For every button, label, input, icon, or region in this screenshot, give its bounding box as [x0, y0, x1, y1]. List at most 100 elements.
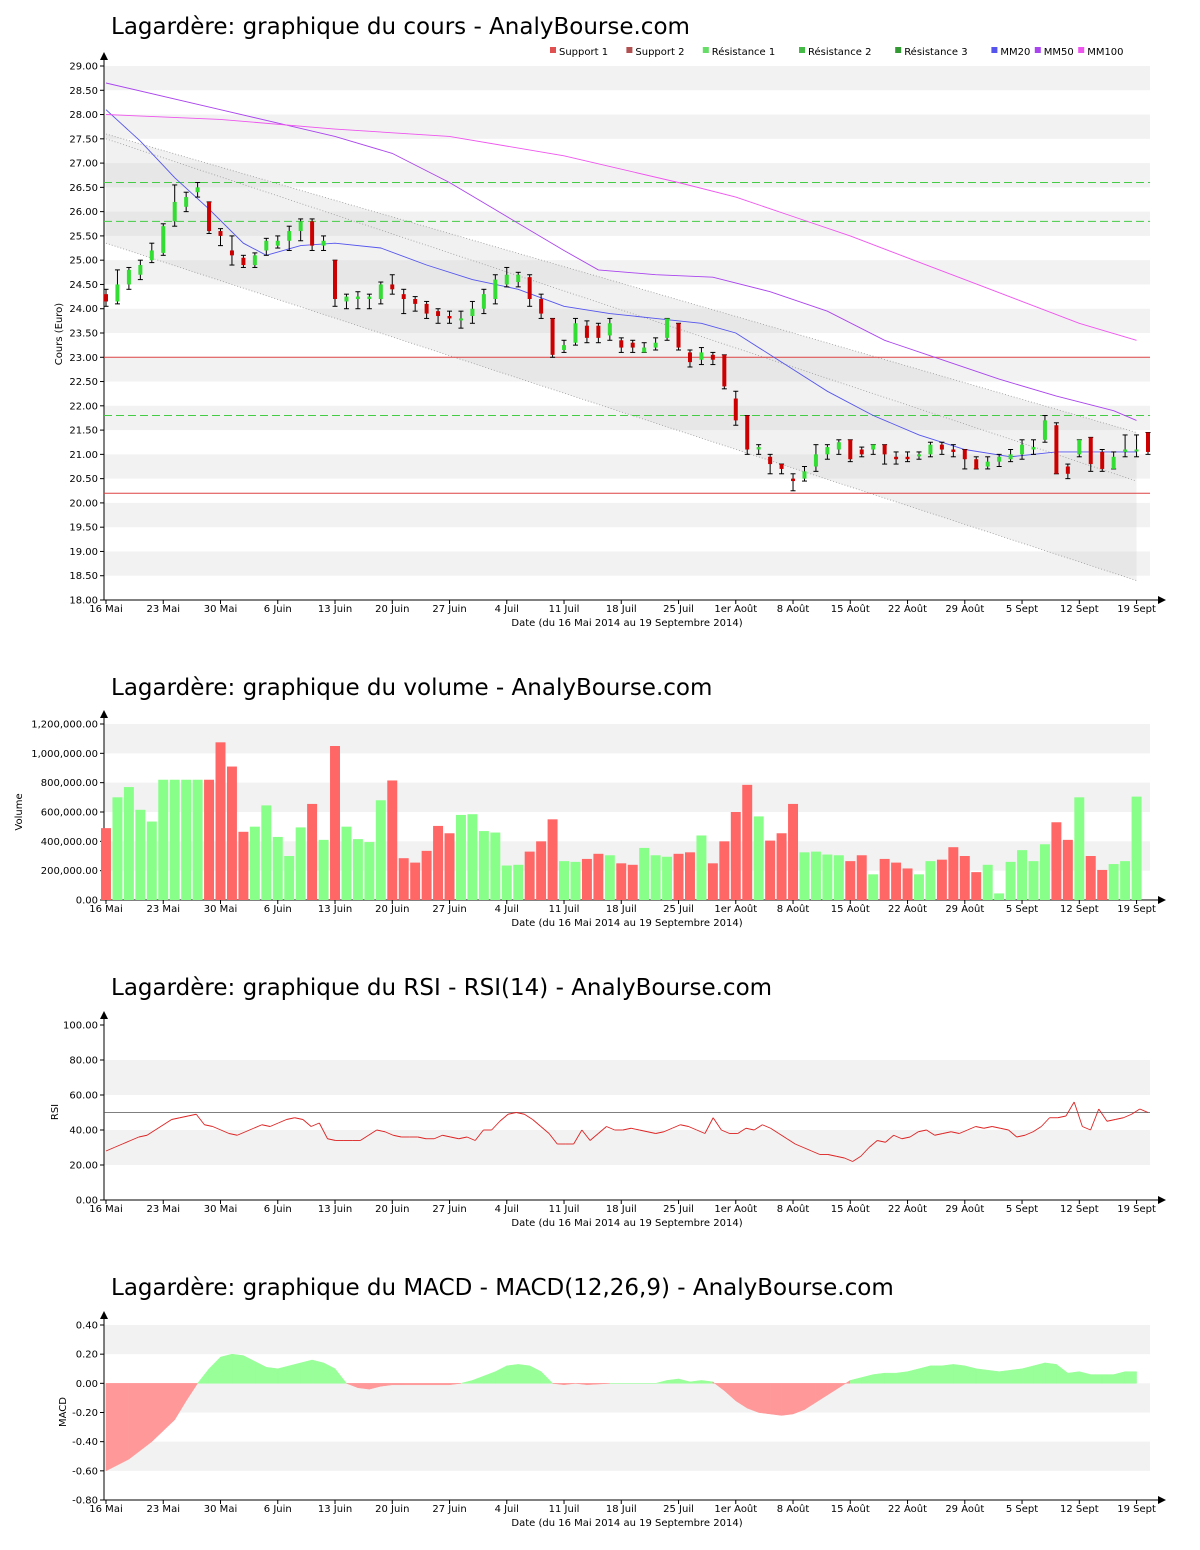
candle-body: [298, 221, 303, 232]
price-y-tick-label: 20.50: [69, 474, 98, 485]
rsi-line-segment: [138, 1134, 148, 1138]
price-x-axis-label: Date (du 16 Mai 2014 au 19 Septembre 201…: [511, 618, 742, 629]
macd-area-segment: [231, 1353, 244, 1384]
candle: [1053, 422, 1059, 475]
volume-bar: [959, 856, 970, 900]
volume-bar: [1120, 861, 1131, 900]
volume-bar: [375, 800, 386, 900]
price-y-tick-label: 20.00: [69, 498, 98, 509]
rsi-line-segment: [524, 1113, 533, 1120]
volume-x-tick-label: 18 Juil: [606, 904, 637, 915]
price-x-tick-label: 27 Juin: [432, 604, 466, 615]
candle: [641, 342, 647, 353]
moving-average-mm100: [105, 114, 1137, 341]
rsi-line-segment: [967, 1126, 976, 1131]
rsi-x-tick-label: 19 Sept: [1117, 1204, 1156, 1215]
candle-body: [665, 318, 670, 338]
volume-bar: [570, 861, 581, 900]
rsi-line-segment: [294, 1117, 304, 1120]
macd-area-segment: [403, 1383, 427, 1386]
candle-body: [733, 398, 738, 421]
macd-area-segment: [861, 1374, 874, 1384]
candle-body: [1134, 449, 1139, 452]
volume-bar: [799, 852, 810, 900]
macd-x-tick-label: 22 Août: [888, 1503, 927, 1515]
volume-bar: [352, 839, 363, 900]
rsi-line-segment: [105, 1147, 115, 1152]
volume-bar: [490, 832, 501, 900]
candle: [744, 415, 750, 455]
rsi-x-tick-label: 6 Juin: [264, 1204, 292, 1215]
volume-bar: [810, 851, 821, 900]
rsi-line-segment: [680, 1124, 689, 1127]
macd-y-tick-label: 0.20: [76, 1350, 98, 1361]
macd-area-segment: [243, 1355, 256, 1384]
candle-body: [745, 415, 750, 450]
rsi-line-segment: [975, 1126, 984, 1129]
price-y-tick-label: 24.50: [69, 280, 98, 291]
candle-body: [939, 444, 944, 450]
rsi-line-segment: [893, 1134, 903, 1140]
volume-bar: [788, 803, 799, 900]
volume-bar: [719, 841, 730, 900]
legend-label: MM50: [1044, 47, 1074, 58]
rsi-grid-band: [104, 1060, 1150, 1095]
volume-bar: [662, 856, 673, 900]
candle-body: [172, 201, 177, 222]
macd-area-segment: [746, 1383, 759, 1413]
candle: [527, 274, 533, 307]
rsi-y-tick-label: 0.00: [76, 1196, 98, 1207]
candle: [424, 300, 430, 319]
macd-area-segment: [1033, 1362, 1046, 1384]
price-y-tick-label: 23.50: [69, 329, 98, 340]
macd-area-segment: [987, 1369, 1000, 1384]
rsi-line-segment: [548, 1133, 558, 1145]
rsi-line-segment: [278, 1119, 287, 1124]
candle: [561, 339, 567, 353]
rsi-grid-band: [104, 1130, 1150, 1165]
rsi-line-segment: [442, 1134, 451, 1138]
candle-body: [161, 226, 166, 253]
rsi-line-segment: [228, 1133, 238, 1136]
volume-x-tick-label: 20 Juin: [375, 904, 409, 915]
price-grid-band: [104, 551, 1150, 576]
candle: [584, 320, 590, 344]
rsi-line-segment: [245, 1127, 254, 1133]
volume-bar: [1017, 850, 1028, 900]
rsi-line-segment: [836, 1155, 845, 1159]
price-channel-upper-line: [105, 133, 1137, 433]
candle: [676, 322, 682, 351]
candle: [538, 293, 544, 319]
rsi-y-tick-label: 80.00: [69, 1056, 98, 1067]
volume-bar: [249, 826, 260, 900]
candle: [801, 466, 807, 482]
macd-area-segment: [792, 1383, 805, 1415]
volume-bar: [158, 779, 169, 900]
candle: [309, 218, 315, 251]
macd-x-tick-label: 18 Juil: [606, 1504, 637, 1515]
macd-area-segment: [1113, 1371, 1126, 1384]
macd-area-segment: [918, 1365, 931, 1384]
rsi-line-segment: [269, 1122, 279, 1127]
volume-x-axis-arrow: [1158, 896, 1166, 904]
candle: [458, 310, 464, 329]
macd-x-tick-label: 4 Juil: [495, 1504, 519, 1515]
candle-body: [458, 318, 463, 321]
volume-bar: [169, 779, 180, 900]
rsi-line-segment: [540, 1126, 550, 1134]
volume-bar: [581, 858, 592, 900]
macd-y-tick-label: -0.80: [72, 1496, 98, 1507]
volume-bar: [1028, 861, 1039, 900]
rsi-line-segment: [745, 1127, 755, 1131]
volume-x-axis-label: Date (du 16 Mai 2014 au 19 Septembre 201…: [511, 918, 742, 929]
rsi-line-segment: [1032, 1126, 1042, 1133]
macd-area-segment: [254, 1361, 267, 1384]
candle-body: [241, 257, 246, 266]
candle-body: [653, 342, 658, 348]
rsi-line-segment: [154, 1124, 164, 1131]
price-x-tick-label: 30 Mai: [204, 604, 237, 615]
candle: [1008, 449, 1014, 463]
macd-x-tick-label: 19 Sept: [1117, 1504, 1156, 1515]
volume-x-tick-label: 5 Sept: [1006, 904, 1038, 915]
